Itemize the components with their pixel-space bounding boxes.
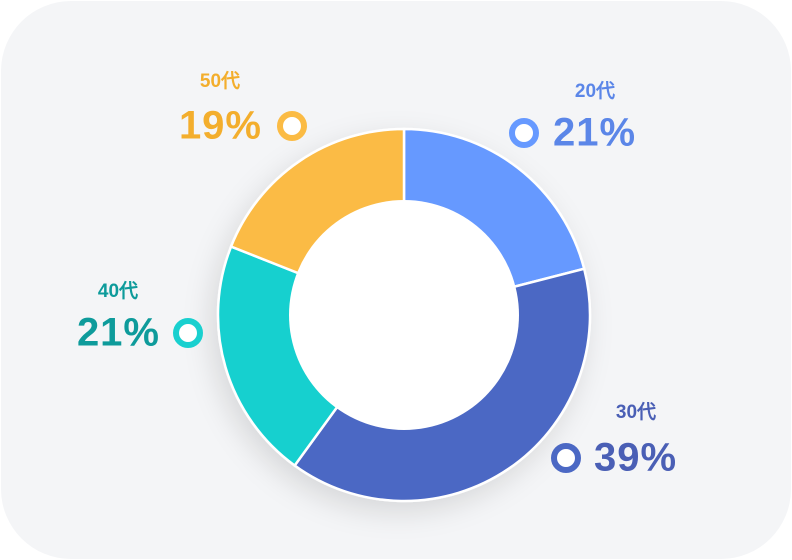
- legend-marker: [509, 118, 539, 148]
- category-label: 40代: [98, 280, 138, 302]
- labels: 20代 21% 30代 39% 40代 21% 50代 19%: [77, 70, 677, 480]
- percent-label: 19%: [179, 104, 262, 148]
- legend-marker: [173, 318, 203, 348]
- category-label: 30代: [616, 401, 656, 423]
- percent-label: 39%: [594, 436, 677, 480]
- percent-label: 21%: [77, 311, 160, 355]
- legend-marker: [277, 111, 307, 141]
- category-label: 50代: [200, 70, 240, 92]
- category-label: 20代: [575, 80, 615, 102]
- legend-marker: [551, 443, 581, 473]
- donut-hole: [289, 200, 519, 430]
- percent-label: 21%: [553, 111, 636, 155]
